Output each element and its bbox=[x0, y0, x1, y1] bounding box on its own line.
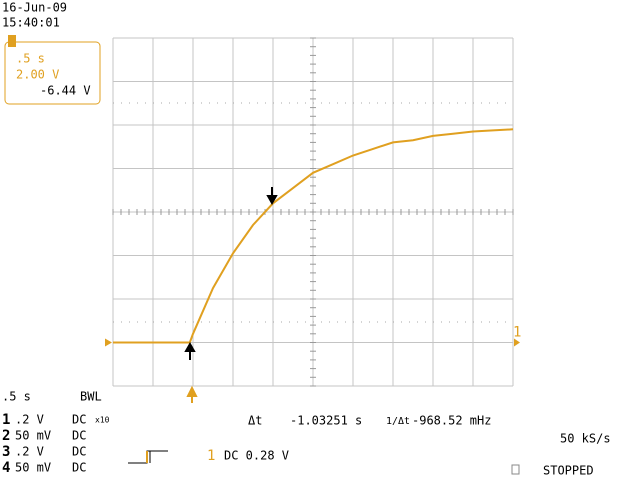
channel-number: 2 bbox=[2, 428, 10, 444]
channel-number: 4 bbox=[2, 460, 10, 476]
channel-number: 1 bbox=[2, 412, 10, 428]
channel-list: 1 .2 V DC x10 2 50 mV DC 3 .2 V DC 4 50 mV DC bbox=[2, 412, 110, 476]
waveform bbox=[113, 128, 514, 344]
channel-scale: 50 mV bbox=[15, 461, 51, 475]
channel-coupling: DC bbox=[72, 461, 86, 475]
channel-scale: .2 V bbox=[15, 413, 44, 427]
channel-edge-marker bbox=[514, 338, 520, 347]
inv-delta-t-label: 1/Δt bbox=[386, 416, 410, 427]
cursor-arrow bbox=[266, 187, 278, 206]
channel-scale: .2 V bbox=[15, 445, 44, 459]
date: 16-Jun-09 bbox=[2, 1, 67, 15]
channel-coupling: DC bbox=[72, 413, 86, 427]
channel-scale: 50 mV bbox=[15, 429, 51, 443]
trigger-info: DC 0.28 V bbox=[224, 449, 289, 463]
box-trigger-level: 2.00 V bbox=[16, 68, 59, 82]
channel-marker: 1 bbox=[513, 325, 521, 341]
box-offset: -6.44 V bbox=[40, 84, 91, 98]
channel-coupling: DC bbox=[72, 429, 86, 443]
cursor-arrow bbox=[184, 341, 196, 360]
box-timebase: .5 s bbox=[16, 52, 45, 66]
channel-coupling: DC bbox=[72, 445, 86, 459]
trigger-channel: 1 bbox=[207, 448, 215, 464]
channel-tab bbox=[8, 35, 16, 47]
delta-t: -1.03251 s bbox=[290, 414, 362, 428]
channel-probe: x10 bbox=[95, 416, 110, 425]
sample-rate: 50 kS/s bbox=[560, 432, 611, 446]
plot: 1 bbox=[105, 37, 521, 403]
time: 15:40:01 bbox=[2, 16, 60, 30]
channel-number: 3 bbox=[2, 444, 10, 460]
inv-delta-t: -968.52 mHz bbox=[412, 414, 491, 428]
delta-t-label: Δt bbox=[248, 414, 262, 428]
readout-box bbox=[4, 41, 101, 105]
status-box bbox=[511, 464, 520, 475]
bwl: BWL bbox=[80, 390, 102, 404]
ground-marker bbox=[105, 338, 112, 347]
timebase: .5 s bbox=[2, 390, 31, 404]
trigger-arrow bbox=[186, 385, 198, 403]
status: STOPPED bbox=[543, 464, 594, 478]
